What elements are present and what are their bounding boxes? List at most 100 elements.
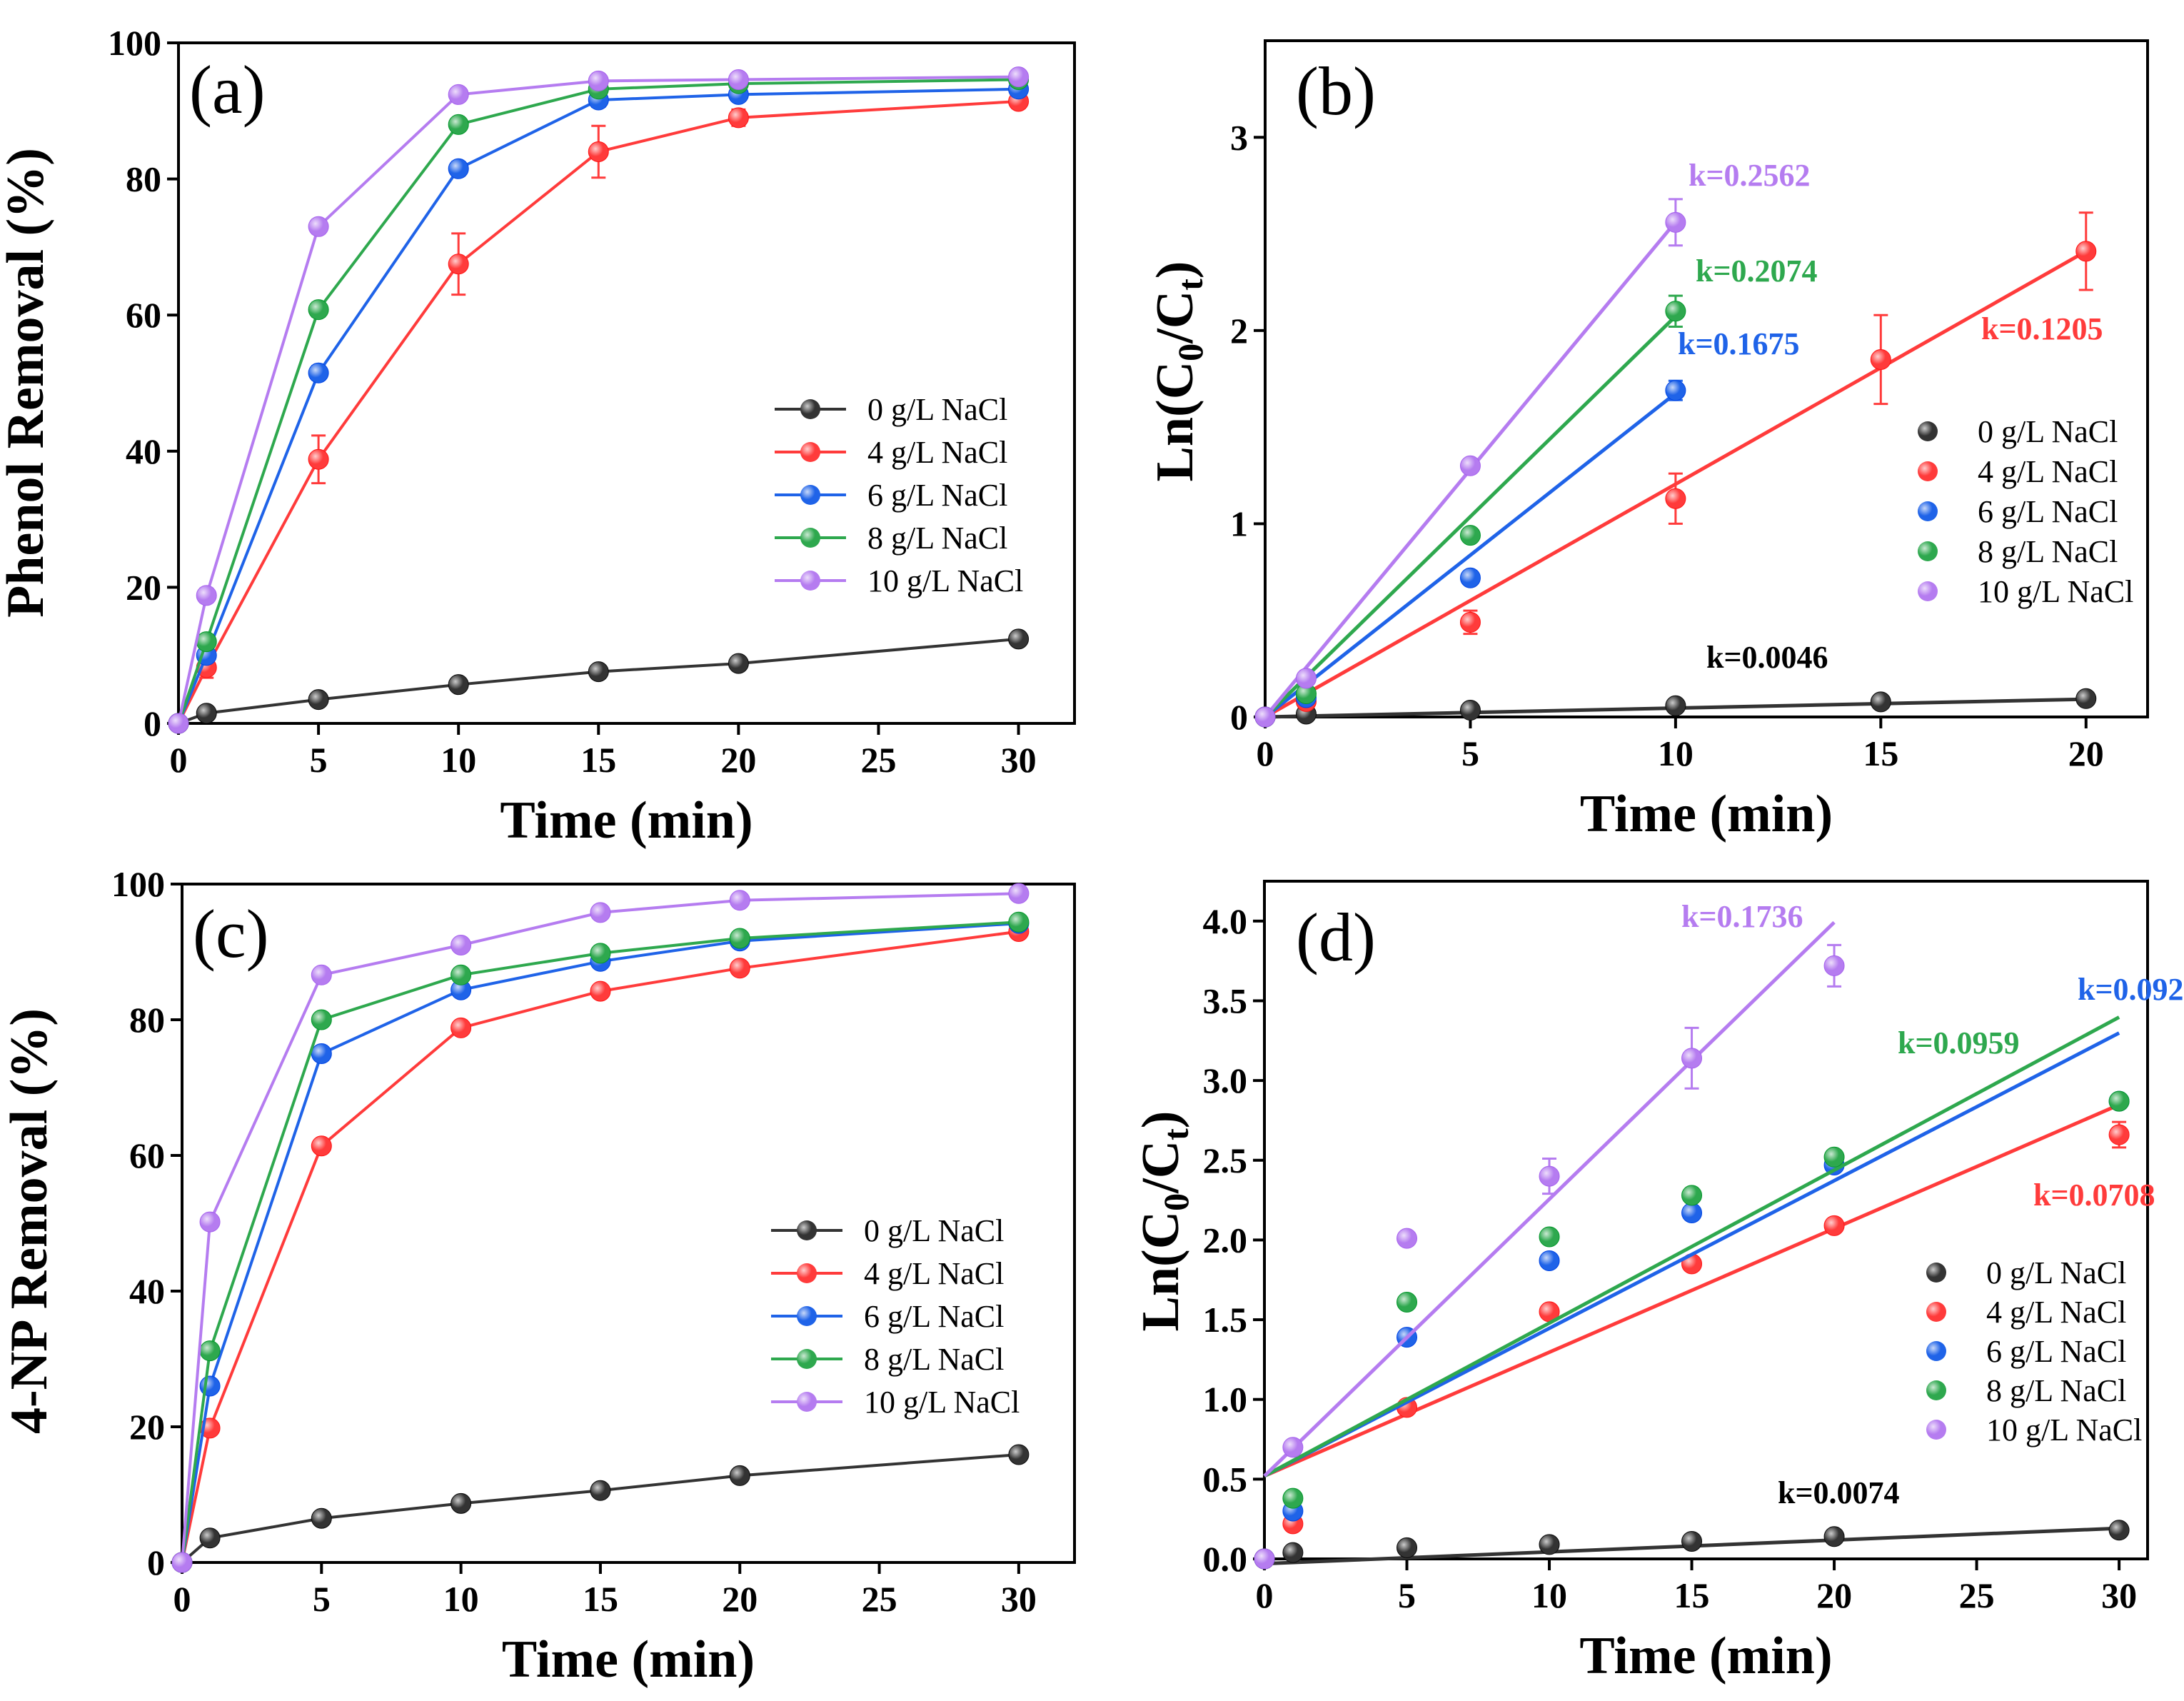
data-point [1665,380,1686,401]
plot-frame [1264,39,2149,718]
data-point [1397,1537,1418,1558]
legend-label: 4 g/L NaCl [1986,1295,2126,1330]
data-point [1681,1530,1703,1552]
legend-label: 4 g/L NaCl [1978,454,2118,489]
panel-label: (c) [193,895,269,972]
data-point [311,1135,332,1157]
y-tick-label: 0 [147,1542,165,1582]
data-point [2075,241,2097,262]
data-point [196,585,217,606]
y-tick-label: 3 [1230,117,1248,157]
data-point [1397,1291,1418,1313]
legend-marker [1918,421,1938,441]
y-tick-label: 20 [129,1407,165,1447]
x-axis-label: Time (min) [1580,785,1833,843]
x-tick-label: 5 [1398,1575,1416,1615]
y-tick-label: 2 [1230,311,1248,351]
legend-label: 6 g/L NaCl [1978,494,2118,529]
legend-label: 8 g/L NaCl [867,521,1007,556]
y-tick-label: 3.5 [1203,980,1248,1020]
data-point [590,980,611,1002]
legend-marker [797,1263,817,1283]
y-tick-label: 1.0 [1203,1380,1248,1420]
data-point [729,890,750,911]
data-point [311,1507,332,1529]
legend-label: 0 g/L NaCl [867,392,1007,427]
y-axis-label-part: Ln(C [1146,361,1204,482]
data-point [1665,301,1686,322]
legend-marker [1918,501,1938,521]
plot-frame [1263,880,2149,1560]
y-axis-label: 4-NP Removal (%) [0,1008,59,1434]
legend-marker [1926,1420,1946,1440]
data-point [199,1340,221,1362]
x-axis-label: Time (min) [500,791,753,850]
y-tick-label: 0 [1230,697,1248,737]
x-tick-label: 25 [860,740,896,780]
legend-marker [800,485,820,505]
y-tick-label: 20 [126,567,161,607]
data-point [171,1552,193,1573]
legend-marker [800,571,820,591]
y-tick-label: 1 [1230,503,1248,543]
y-tick-label: 0 [144,703,161,743]
data-point [1823,1215,1845,1236]
x-tick-label: 15 [1674,1575,1710,1615]
rate-constant-label: k=0.0708 [2033,1178,2155,1213]
data-point [590,943,611,964]
fit-line [1263,1031,2120,1478]
y-axis-label-part: t [1156,1128,1196,1140]
x-tick-label: 0 [1257,733,1274,773]
data-point [1681,1048,1703,1069]
y-axis-label-part: /C [1132,1140,1190,1194]
y-tick-label: 3.0 [1203,1060,1248,1100]
x-tick-label: 15 [580,740,616,780]
x-tick-label: 0 [170,740,188,780]
fit-line [1263,920,1836,1477]
y-tick-label: 80 [126,159,161,199]
data-point [1870,691,1891,713]
x-tick-label: 20 [722,1579,758,1619]
data-point [308,689,329,711]
data-point [308,448,329,470]
x-tick-label: 20 [1816,1575,1852,1615]
data-point [199,1211,221,1233]
rate-constant-label: k=0.2074 [1696,254,1818,288]
y-axis-label-part: ) [1132,1111,1190,1129]
data-point [1008,911,1030,933]
data-point [729,958,750,979]
rate-constant-label: k=0.0046 [1706,640,1828,675]
data-point [1539,1250,1560,1271]
y-axis-label-part: Ln(C [1132,1211,1190,1332]
x-tick-label: 30 [1001,1579,1037,1619]
data-point [308,362,329,383]
data-point [1008,628,1030,650]
data-point [311,1043,332,1064]
x-tick-label: 20 [2068,733,2104,773]
y-axis-label: Phenol Removal (%) [0,148,55,618]
data-point [728,69,749,90]
data-point [1295,668,1317,689]
data-point [2108,1520,2130,1541]
data-point [588,141,609,162]
legend-label: 10 g/L NaCl [864,1385,1020,1420]
data-point [1681,1185,1703,1206]
legend-label: 8 g/L NaCl [1978,534,2118,569]
legend-label: 0 g/L NaCl [1978,414,2118,449]
legend-label: 10 g/L NaCl [1986,1413,2142,1447]
y-tick-label: 0.5 [1203,1459,1248,1499]
fit-line [1264,391,1677,718]
data-point [451,935,472,955]
legend-label: 0 g/L NaCl [864,1213,1004,1248]
rate-constant-label: k=0.1736 [1681,899,1803,934]
panel-a: 0 5 10 15 20 25 30 0 20 40 60 80 100 Time (min) Phenol… [0,23,1076,850]
rate-constant-label: k=0.2562 [1689,158,1811,193]
legend-label: 4 g/L NaCl [867,435,1007,470]
y-tick-label: 1.5 [1203,1300,1248,1340]
y-tick-label: 0.0 [1203,1539,1248,1579]
legend-marker [797,1349,817,1369]
y-tick-label: 100 [108,23,161,63]
data-point [1008,883,1030,904]
data-point [1008,66,1030,88]
